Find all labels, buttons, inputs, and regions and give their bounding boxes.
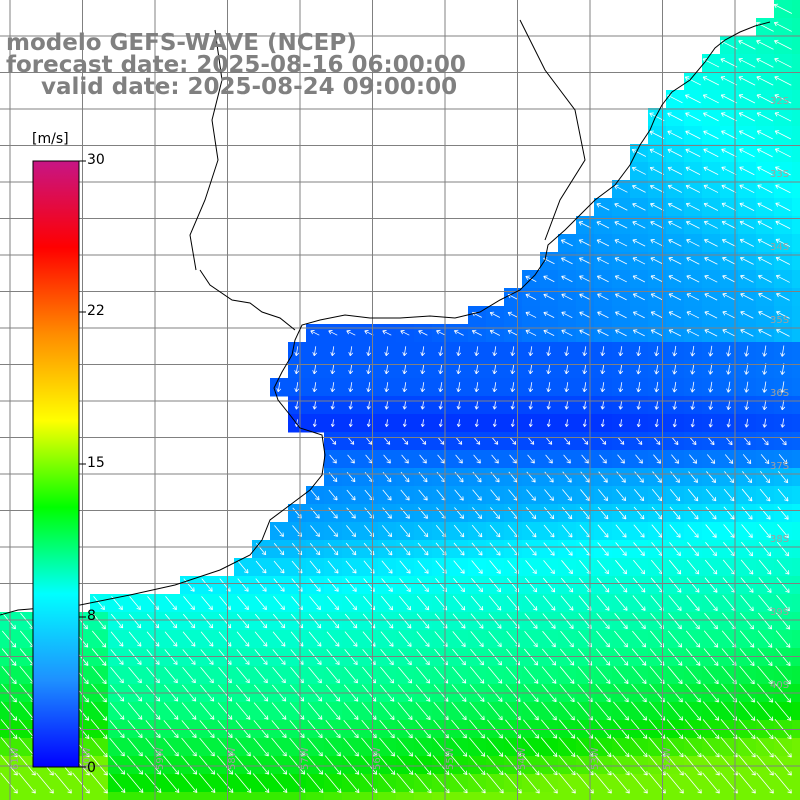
lat-label: 36S [770, 388, 789, 399]
lon-label: 61W [10, 747, 21, 770]
lon-label: 56W [372, 747, 383, 770]
valid-date: valid date: 2025-08-24 09:00:00 [41, 74, 458, 100]
colorbar-tick-30: 30 [87, 152, 105, 168]
lat-label: 33S [770, 169, 789, 180]
lon-label: 60W [82, 747, 93, 770]
lat-label: 34S [770, 242, 789, 253]
lon-label: 59W [155, 747, 166, 770]
lon-label: 55W [445, 747, 456, 770]
colorbar-tick-15: 15 [87, 455, 105, 471]
lat-label: 37S [770, 461, 789, 472]
model-title: modelo GEFS-WAVE (NCEP) [6, 30, 357, 56]
latitude-labels: 32S 33S 34S 35S 36S 37S 38S 39S 40S [770, 96, 789, 691]
lon-label: 53W [590, 747, 601, 770]
lat-label: 39S [770, 607, 789, 618]
colorbar-ticks [79, 160, 86, 768]
colorbar [32, 160, 80, 768]
colorbar-tick-22: 22 [87, 303, 105, 319]
forecast-date: forecast date: 2025-08-16 06:00:00 [6, 52, 466, 78]
colorbar-tick-8: 8 [87, 608, 96, 624]
lon-label: 57W [300, 747, 311, 770]
lon-label: 52W [662, 747, 673, 770]
lat-label: 38S [770, 534, 789, 545]
lat-label: 35S [770, 315, 789, 326]
longitude-labels: 61W 60W 59W 58W 57W 56W 55W 54W 53W 52W [10, 747, 673, 770]
lat-label: 40S [770, 680, 789, 691]
lon-label: 58W [227, 747, 238, 770]
colorbar-unit: [m/s] [32, 131, 69, 147]
coastline [0, 19, 771, 616]
lat-label: 32S [770, 96, 789, 107]
lon-label: 54W [517, 747, 528, 770]
colorbar-tick-0: 0 [87, 760, 96, 776]
